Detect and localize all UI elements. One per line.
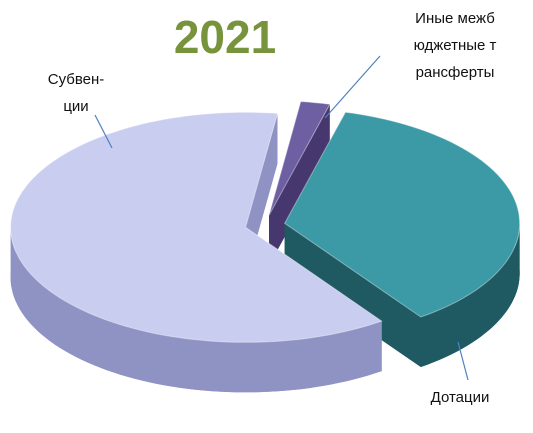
slice-label: Иные межбюджетные трансферты [413,10,497,81]
leader-line [94,114,113,149]
slice-label: Дотации [430,389,490,406]
slice [268,100,331,216]
slice [284,111,521,318]
slice-edge [284,223,421,367]
slice-wall [420,223,520,367]
leader-line [457,341,469,381]
leader-line [324,55,381,119]
slice-label: Субвен-ции [47,71,105,115]
slice-wall [10,227,382,393]
slice [10,111,383,343]
slice-edge [269,104,330,266]
chart-title: 2021 [173,11,277,63]
